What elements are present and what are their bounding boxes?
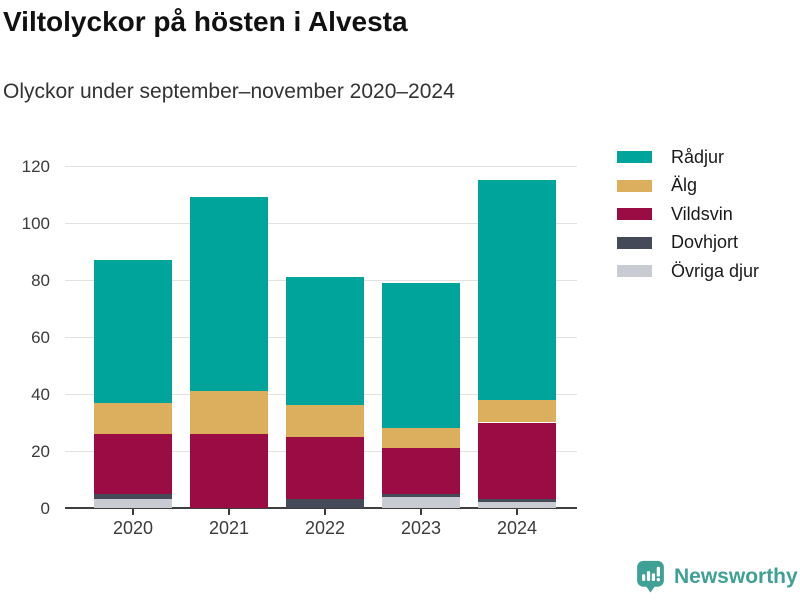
legend-swatch-dovhjort [617,236,652,249]
x-tick-label-2023: 2023 [400,518,442,538]
legend: Rådjur Älg Vildsvin Dovhjort Övriga djur [617,146,759,289]
bar-2021-segment--lg [190,391,268,434]
y-tick-label-80: 80 [31,271,50,290]
legend-swatch--lg [617,179,652,192]
gridline-100 [65,223,577,224]
x-tick-2023 [420,508,422,515]
brand-footer: Newsworthy [636,560,798,593]
gridline-120 [65,166,577,167]
legend-label-r-djur: Rådjur [671,146,725,167]
legend-swatch--vriga-djur [617,265,652,277]
legend-item--lg: Älg [617,175,759,197]
bar-2020-segment--lg [94,402,172,434]
x-tick-label-2021: 2021 [208,518,250,538]
newsworthy-logo-icon [637,560,664,593]
x-tick-2024 [516,508,518,515]
legend-item-vildsvin: Vildsvin [617,203,759,225]
bar-2021-segment-r-djur [190,197,268,392]
x-tick-2022 [324,508,326,515]
legend-label--vriga-djur: Övriga djur [671,260,760,281]
bar-2020-segment-r-djur [94,260,172,403]
bar-2024-segment--vriga-djur [478,502,556,508]
x-tick-2020 [132,508,134,515]
y-tick-label-40: 40 [31,385,50,404]
legend-label-dovhjort: Dovhjort [671,232,739,252]
bar-2022-segment--lg [286,405,364,437]
x-tick-label-2020: 2020 [112,518,154,538]
bar-2023-segment--lg [382,428,460,449]
y-tick-label-100: 100 [21,214,50,233]
bar-2020-segment-dovhjort [94,493,172,500]
bar-2024-segment-vildsvin [478,422,556,500]
legend-label-vildsvin: Vildsvin [671,203,733,224]
x-tick-2021 [228,508,230,515]
y-tick-label-120: 120 [21,157,50,176]
x-tick-label-2022: 2022 [304,518,346,538]
legend-swatch-vildsvin [617,208,652,220]
page-subtitle: Olyckor under september–november 2020–20… [3,80,455,103]
bar-2020-segment--vriga-djur [94,499,172,508]
legend-item-r-djur: Rådjur [617,146,759,168]
legend-item-dovhjort: Dovhjort [617,232,759,254]
x-tick-label-2024: 2024 [496,518,538,538]
bar-2023-segment--vriga-djur [382,496,460,508]
bar-2023-segment-dovhjort [382,493,460,497]
brand-name: Newsworthy [674,564,798,588]
bar-2022-segment-dovhjort [286,499,364,508]
legend-item--vriga-djur: Övriga djur [617,260,759,282]
y-tick-label-60: 60 [31,328,50,347]
y-tick-label-20: 20 [31,442,50,461]
bar-2020-segment-vildsvin [94,433,172,494]
bar-2023-segment-vildsvin [382,448,460,494]
x-axis-line [65,507,577,509]
y-tick-label-0: 0 [40,499,50,518]
legend-swatch-r-djur [617,151,652,163]
bar-2024-segment-r-djur [478,180,556,400]
bar-2024-segment--lg [478,399,556,423]
bar-2024-segment-dovhjort [478,499,556,503]
bar-2022-segment-vildsvin [286,436,364,500]
legend-label--lg: Älg [671,175,698,195]
bar-2023-segment-r-djur [382,282,460,429]
bar-2022-segment-r-djur [286,277,364,406]
page-title: Viltolyckor på hösten i Alvesta [3,6,408,37]
bar-2021-segment-vildsvin [190,433,268,508]
